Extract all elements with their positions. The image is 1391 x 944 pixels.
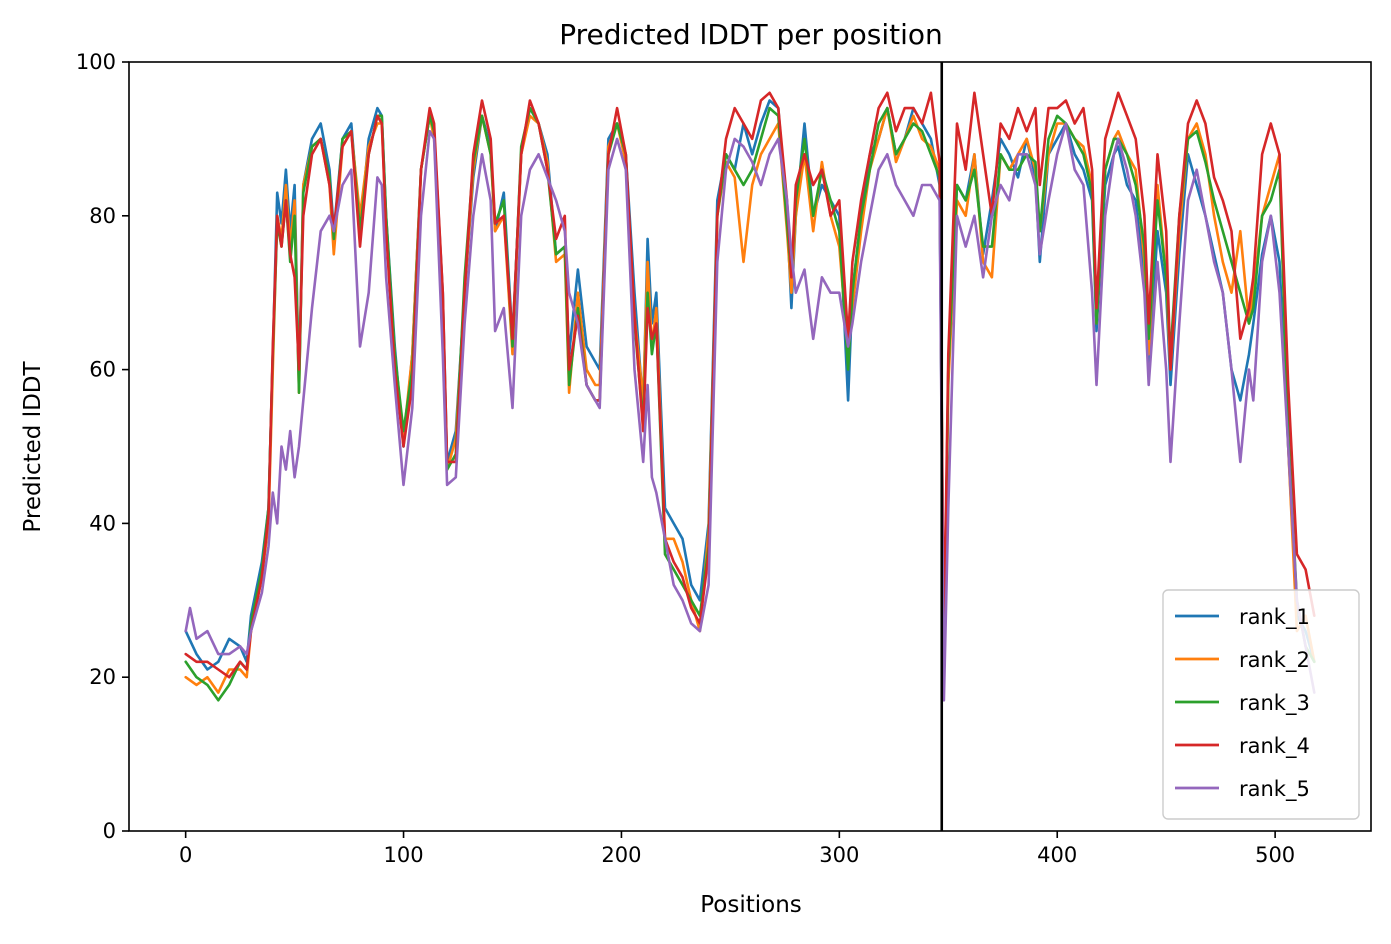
y-tick-label: 0 [103,819,116,843]
x-tick-label: 200 [601,843,641,867]
x-axis-label: Positions [700,892,802,918]
x-tick-label: 500 [1255,843,1295,867]
legend-label-rank-2: rank_2 [1239,648,1310,673]
series-line-rank-4 [184,91,1316,679]
legend-label-rank-3: rank_3 [1239,691,1310,716]
legend-box [1162,589,1360,820]
series-line-rank-2 [184,106,1316,694]
y-axis: 0 20 40 60 80 100 [76,50,129,843]
y-tick-label: 40 [89,511,116,535]
y-tick-label: 20 [89,665,116,689]
y-tick-label: 80 [89,204,116,228]
x-tick-label: 100 [384,843,424,867]
x-axis: 0 100 200 300 400 500 [179,831,1295,867]
x-tick-label: 0 [179,843,192,867]
series-line-rank-5 [184,122,1316,702]
y-tick-label: 60 [89,358,116,382]
legend-label-rank-1: rank_1 [1239,605,1310,630]
y-axis-label: Predicted lDDT [20,360,46,532]
plot-frame [128,61,1372,832]
chart-title: Predicted lDDT per position [559,18,943,51]
x-tick-label: 300 [819,843,859,867]
x-tick-label: 400 [1037,843,1077,867]
legend: rank_1 rank_2 rank_3 rank_4 rank_5 [1162,589,1360,820]
legend-label-rank-5: rank_5 [1239,777,1310,802]
legend-label-rank-4: rank_4 [1239,734,1310,759]
y-tick-label: 100 [76,50,116,74]
